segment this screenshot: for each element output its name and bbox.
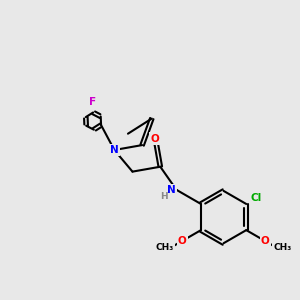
- Text: O: O: [150, 134, 159, 144]
- Text: O: O: [261, 236, 269, 246]
- Text: CH₃: CH₃: [156, 244, 174, 253]
- Text: H: H: [160, 192, 168, 201]
- Text: N: N: [110, 145, 119, 155]
- Text: O: O: [178, 236, 187, 246]
- Text: N: N: [167, 185, 176, 195]
- Text: CH₃: CH₃: [273, 244, 291, 253]
- Text: F: F: [89, 97, 96, 107]
- Text: Cl: Cl: [250, 193, 262, 203]
